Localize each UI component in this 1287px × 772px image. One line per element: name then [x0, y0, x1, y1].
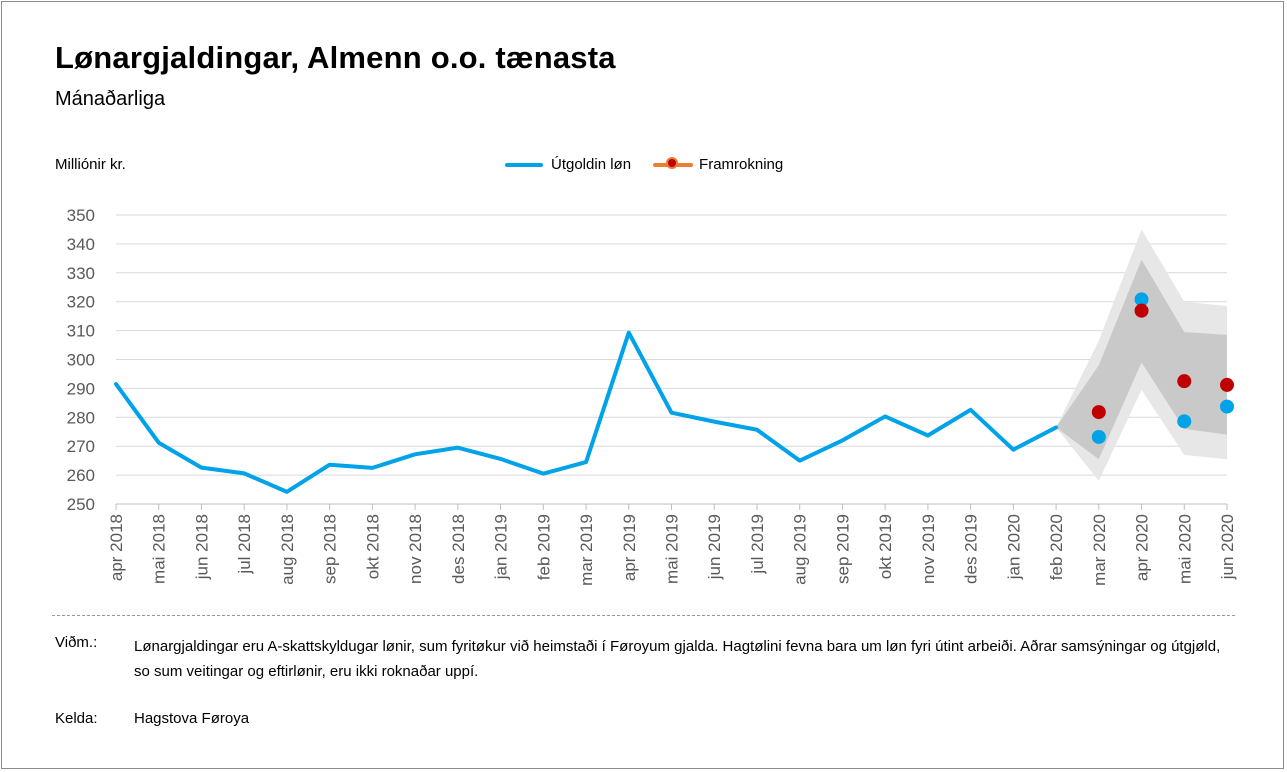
- x-tick-label: apr 2018: [107, 514, 126, 581]
- source-label: Kelda:: [55, 710, 98, 727]
- y-axis-label: Milliónir kr.: [55, 156, 126, 173]
- x-tick-label: aug 2018: [278, 514, 297, 585]
- y-tick-label: 260: [67, 466, 95, 485]
- x-tick-label: apr 2020: [1133, 514, 1152, 581]
- x-tick-label: jan 2019: [492, 514, 511, 580]
- y-tick-label: 290: [67, 379, 95, 398]
- point-utgoldin-lon: [1091, 429, 1106, 444]
- point-utgoldin-lon: [1177, 414, 1192, 429]
- series-line-utgoldin-lon: [114, 330, 1059, 494]
- x-tick-label: jan 2020: [1004, 514, 1023, 580]
- x-tick-label: jul 2019: [748, 514, 767, 575]
- x-tick-label: jul 2018: [235, 514, 254, 575]
- x-tick-label: mar 2019: [577, 514, 596, 586]
- y-tick-label: 270: [67, 437, 95, 456]
- x-tick-label: mai 2018: [150, 514, 169, 584]
- chart-subtitle: Mánaðarliga: [55, 88, 166, 110]
- legend-label-framrokning: Framrokning: [699, 156, 784, 173]
- x-tick-label: feb 2020: [1047, 514, 1066, 580]
- chart-title: Lønargjaldingar, Almenn o.o. tænasta: [55, 40, 616, 75]
- point-utgoldin-lon: [1220, 399, 1234, 414]
- footer-separator: [52, 615, 1235, 616]
- point-framrokning: [1220, 377, 1234, 392]
- y-tick-label: 340: [67, 235, 95, 254]
- x-tick-label: sep 2018: [321, 514, 340, 584]
- legend-item-utgoldin-lon: Útgoldin løn: [505, 156, 631, 173]
- legend-item-framrokning: Framrokning: [653, 156, 783, 173]
- x-tick-label: jun 2018: [192, 514, 211, 580]
- y-tick-label: 250: [67, 495, 95, 514]
- y-tick-label: 330: [67, 264, 95, 283]
- y-tick-label: 320: [67, 293, 95, 312]
- legend: Útgoldin løn Framrokning: [505, 156, 805, 173]
- x-tick-label: jun 2020: [1218, 514, 1237, 580]
- note-text: Lønargjaldingar eru A-skattskyldugar løn…: [134, 638, 1221, 680]
- x-tick-label: sep 2019: [833, 514, 852, 584]
- legend-label-utgoldin-lon: Útgoldin løn: [551, 156, 632, 173]
- x-tick-label: okt 2018: [363, 514, 382, 579]
- y-tick-label: 280: [67, 408, 95, 427]
- x-tick-label: apr 2019: [620, 514, 639, 581]
- point-framrokning: [1134, 303, 1149, 318]
- y-tick-label: 300: [67, 351, 95, 370]
- line-chart: 250 260 270 280 290 300 310 320 330 340 350 apr 201…: [67, 206, 1237, 586]
- x-tick-label: mar 2020: [1090, 514, 1109, 586]
- x-tick-label: nov 2018: [406, 514, 425, 584]
- x-tick-label: feb 2019: [534, 514, 553, 580]
- y-tick-label: 310: [67, 322, 95, 341]
- x-tick-label: aug 2019: [791, 514, 810, 585]
- legend-line-swatch: [505, 162, 543, 167]
- x-tick-label: des 2019: [962, 514, 981, 584]
- point-framrokning: [1177, 374, 1192, 389]
- source-text: Hagstova Føroya: [134, 710, 250, 727]
- x-tick-label: nov 2019: [919, 514, 938, 584]
- y-tick-label: 350: [67, 206, 95, 225]
- x-tick-label: mai 2019: [663, 514, 682, 584]
- x-tick-label: okt 2019: [876, 514, 895, 579]
- note-label: Viðm.:: [55, 634, 98, 651]
- point-framrokning: [1091, 405, 1106, 420]
- x-tick-label: mai 2020: [1175, 514, 1194, 584]
- x-tick-label: des 2018: [449, 514, 468, 584]
- point-utgoldin-lon: [1134, 292, 1149, 307]
- x-tick-label: jun 2019: [705, 514, 724, 580]
- legend-marker-swatch: [653, 156, 694, 169]
